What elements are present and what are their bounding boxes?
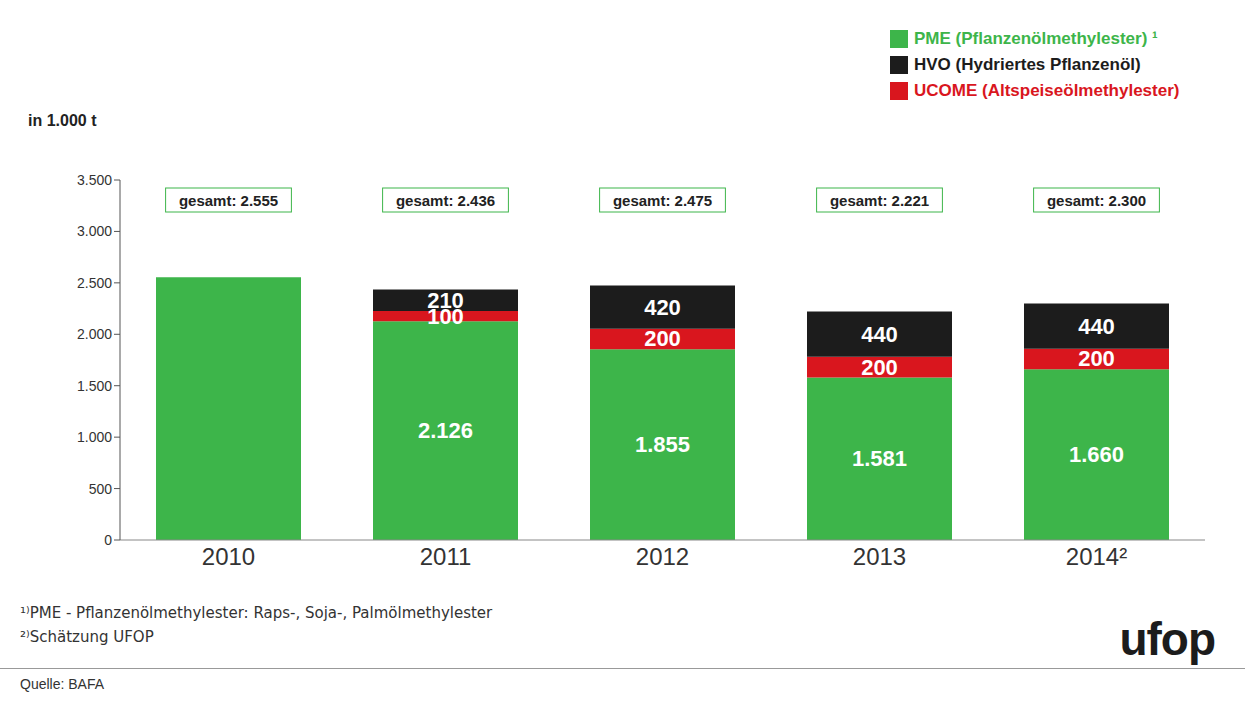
svg-text:3.000: 3.000 [77,223,112,239]
svg-text:gesamt: 2.475: gesamt: 2.475 [613,192,712,209]
svg-text:200: 200 [1078,346,1115,371]
svg-text:2013: 2013 [853,543,906,570]
svg-text:2014²: 2014² [1066,543,1127,570]
html-text:²⁾Schätzung UFOP: ²⁾Schätzung UFOP [20,628,154,646]
svg-text:2012: 2012 [636,543,689,570]
html-text:PME (Pflanzenölmethylester) ¹: PME (Pflanzenölmethylester) ¹ [914,29,1158,48]
svg-text:100: 100 [427,303,464,329]
svg-text:2011: 2011 [420,543,472,570]
svg-text:420: 420 [644,295,681,320]
html-text:¹⁾PME - Pflanzenölmethylester:: ¹⁾PME - Pflanzenölmethylester: Raps-, So… [20,604,493,622]
svg-text:2.000: 2.000 [77,326,112,342]
svg-text:gesamt: 2.555: gesamt: 2.555 [179,192,278,209]
html-text:UCOME (Altspeiseölmethylester): UCOME (Altspeiseölmethylester) [914,81,1180,100]
svg-text:200: 200 [861,355,898,380]
svg-text:1.581: 1.581 [852,446,907,471]
html-text:in 1.000 t: in 1.000 t [28,112,97,129]
svg-text:1.000: 1.000 [77,429,112,445]
svg-text:2010: 2010 [202,543,255,570]
svg-text:1.660: 1.660 [1069,442,1124,467]
html-text:Quelle: BAFA: Quelle: BAFA [20,676,104,692]
svg-text:200: 200 [644,326,681,351]
svg-text:3.500: 3.500 [77,172,112,188]
html-text:HVO (Hydriertes Pflanzenöl): HVO (Hydriertes Pflanzenöl) [914,55,1141,74]
svg-text:1.855: 1.855 [635,432,690,457]
svg-text:440: 440 [1078,314,1115,339]
svg-text:500: 500 [89,481,113,497]
svg-text:440: 440 [861,322,898,347]
svg-text:210: 210 [427,288,464,313]
svg-text:0: 0 [104,532,112,548]
svg-text:gesamt: 2.221: gesamt: 2.221 [830,192,929,209]
svg-text:gesamt: 2.300: gesamt: 2.300 [1047,192,1146,209]
svg-text:gesamt: 2.436: gesamt: 2.436 [396,192,495,209]
svg-text:1.500: 1.500 [77,378,112,394]
html-text:ufop: ufop [1119,613,1215,665]
svg-text:2.126: 2.126 [418,418,473,443]
svg-text:2.500: 2.500 [77,275,112,291]
